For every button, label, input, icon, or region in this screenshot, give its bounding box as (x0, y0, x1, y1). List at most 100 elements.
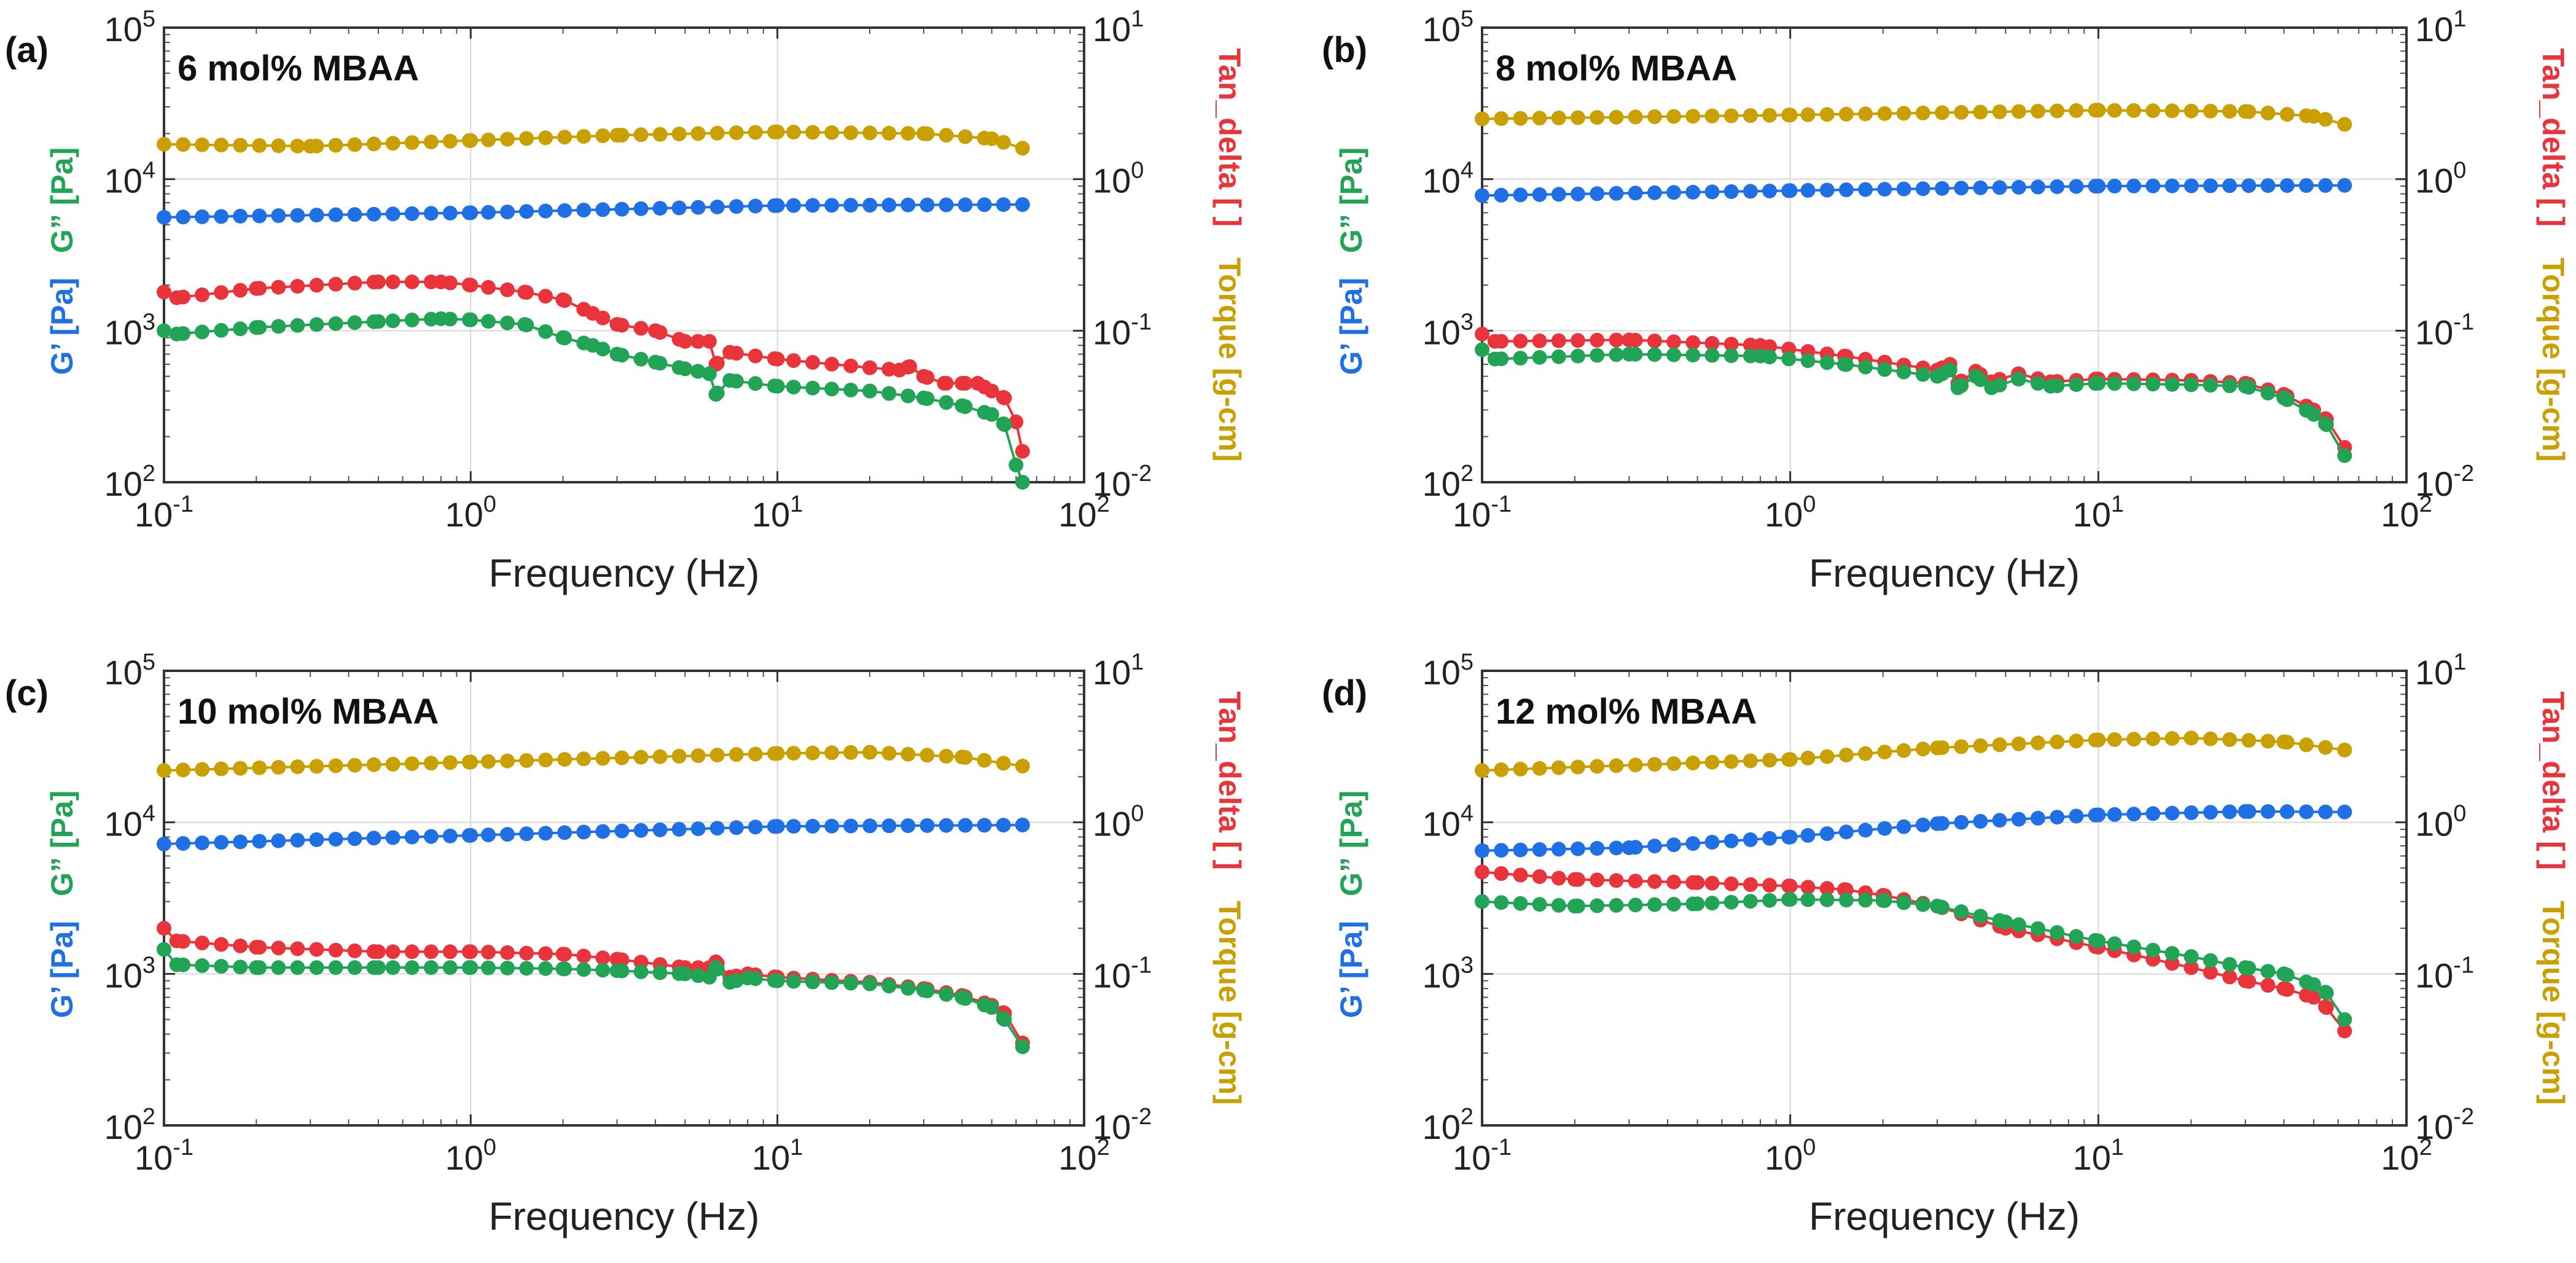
data-point (709, 199, 725, 214)
tick-base: 10 (2073, 1138, 2111, 1177)
data-point (2011, 917, 2026, 933)
data-point (1666, 897, 1682, 912)
data-point (939, 197, 954, 213)
data-point (677, 361, 693, 377)
tick-base: 10 (1058, 495, 1096, 534)
panel-title: 8 mol% MBAA (1496, 49, 1737, 88)
data-point (1781, 351, 1797, 367)
data-point (1551, 111, 1566, 125)
tick-exponent: 1 (790, 1135, 803, 1160)
data-point (2222, 804, 2238, 819)
data-point (271, 208, 286, 223)
data-point (996, 197, 1011, 213)
data-point (1647, 874, 1662, 889)
tick-base: 10 (2415, 805, 2453, 843)
data-point (786, 353, 802, 368)
data-point (614, 128, 630, 143)
data-point (939, 818, 954, 833)
data-point (481, 132, 496, 147)
data-point (1475, 763, 1489, 778)
tick-base: 10 (2381, 495, 2419, 534)
data-point (442, 828, 458, 843)
y2-tick-label: 100 (2415, 158, 2466, 200)
data-point (614, 750, 630, 765)
data-point (977, 197, 992, 213)
data-point (843, 125, 859, 141)
tick-exponent: 4 (142, 158, 155, 184)
data-point (996, 135, 1011, 150)
y2-tick-label: 10-2 (2415, 1104, 2474, 1146)
data-point (900, 388, 916, 404)
x-tick-label: 102 (1058, 1135, 1109, 1177)
data-point (770, 198, 785, 213)
data-point (2203, 964, 2218, 980)
data-point (328, 276, 343, 292)
data-point (385, 274, 400, 289)
tick-base: 10 (1423, 653, 1461, 692)
data-point (423, 206, 439, 221)
data-point (481, 314, 496, 329)
data-point (1915, 181, 1930, 197)
data-point (176, 137, 191, 152)
data-point (1762, 350, 1778, 365)
data-point (2241, 804, 2257, 819)
data-point (309, 942, 324, 957)
tan-delta-label: Tan_delta [ ] (1212, 691, 1247, 870)
data-point (1590, 186, 1605, 201)
x-tick-label: 102 (2381, 491, 2432, 534)
data-point (2337, 743, 2352, 757)
data-point (157, 836, 171, 851)
data-point (1571, 841, 1585, 856)
data-point (2279, 968, 2295, 983)
data-point (1992, 813, 2007, 828)
data-point (1590, 759, 1605, 774)
data-point (939, 128, 954, 143)
data-point (1666, 334, 1682, 350)
data-point (347, 315, 362, 330)
data-point (1782, 878, 1798, 894)
data-point (1513, 351, 1528, 366)
data-point (271, 833, 286, 848)
data-point (2031, 735, 2045, 751)
tick-exponent: 5 (142, 6, 155, 32)
tick-exponent: 2 (142, 461, 155, 487)
data-point (1704, 108, 1720, 123)
data-point (595, 963, 611, 978)
data-point (538, 961, 553, 976)
data-point (1800, 892, 1816, 907)
data-point (939, 749, 954, 764)
data-point (1475, 342, 1489, 358)
data-point (1666, 837, 1682, 853)
tick-exponent: 2 (1461, 461, 1473, 487)
x-axis-title: Frequency (Hz) (1809, 1194, 2080, 1238)
x-axis-title: Frequency (Hz) (1809, 551, 2080, 595)
data-point (252, 208, 267, 224)
data-point (195, 936, 210, 950)
data-point (690, 748, 706, 764)
data-point (633, 321, 649, 336)
data-point (576, 824, 591, 840)
data-point (862, 818, 878, 834)
data-point (290, 759, 305, 775)
data-point (500, 205, 515, 219)
y-tick-label: 102 (1423, 461, 1473, 503)
data-point (2069, 377, 2084, 393)
data-point (1590, 110, 1605, 125)
data-point (2069, 733, 2084, 749)
data-point (2011, 104, 2026, 119)
data-point (2222, 378, 2238, 393)
data-point (805, 974, 821, 990)
data-point (2091, 933, 2106, 948)
data-point (2145, 942, 2161, 958)
tick-base: 10 (2415, 1108, 2453, 1146)
minor-ticks (1481, 26, 2408, 483)
data-point (371, 944, 386, 960)
data-point (786, 819, 802, 834)
data-point (1532, 761, 1547, 776)
y-tick-label: 103 (1423, 952, 1473, 995)
data-point (2107, 936, 2122, 952)
tick-exponent: 2 (1097, 491, 1110, 517)
tick-exponent: -1 (2453, 309, 2474, 335)
tick-exponent: 1 (2111, 491, 2124, 517)
tick-exponent: 2 (2419, 491, 2432, 517)
